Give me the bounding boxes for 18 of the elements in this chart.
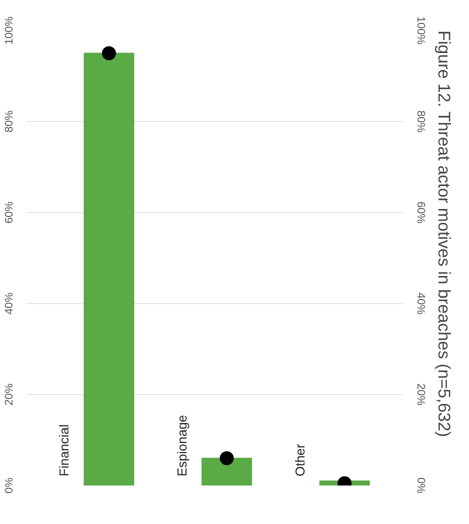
y-tick-label: 20% <box>4 383 16 406</box>
x-tick-label: Espionage <box>174 414 190 476</box>
y2-tick-label: 100% <box>414 16 426 45</box>
x-tick-label: Other <box>292 443 308 476</box>
y-tick-label: 60% <box>4 201 16 224</box>
x-tick-label: Financial <box>56 424 72 476</box>
y-tick-label: 80% <box>4 110 16 133</box>
y2-tick-label: 80% <box>414 110 426 133</box>
y2-tick-label: 60% <box>414 201 426 224</box>
y-tick-label: 0% <box>4 477 16 494</box>
y2-tick-label: 40% <box>414 292 426 315</box>
y2-tick-label: 20% <box>414 383 426 406</box>
y-tick-label: 100% <box>4 16 16 45</box>
bar <box>84 52 134 486</box>
text: Figure 12. Threat actor motives in breaches (n=5,632) <box>434 30 454 437</box>
bar <box>202 458 252 486</box>
y-tick-label: 40% <box>4 292 16 315</box>
y2-tick-label: 0% <box>414 478 426 494</box>
